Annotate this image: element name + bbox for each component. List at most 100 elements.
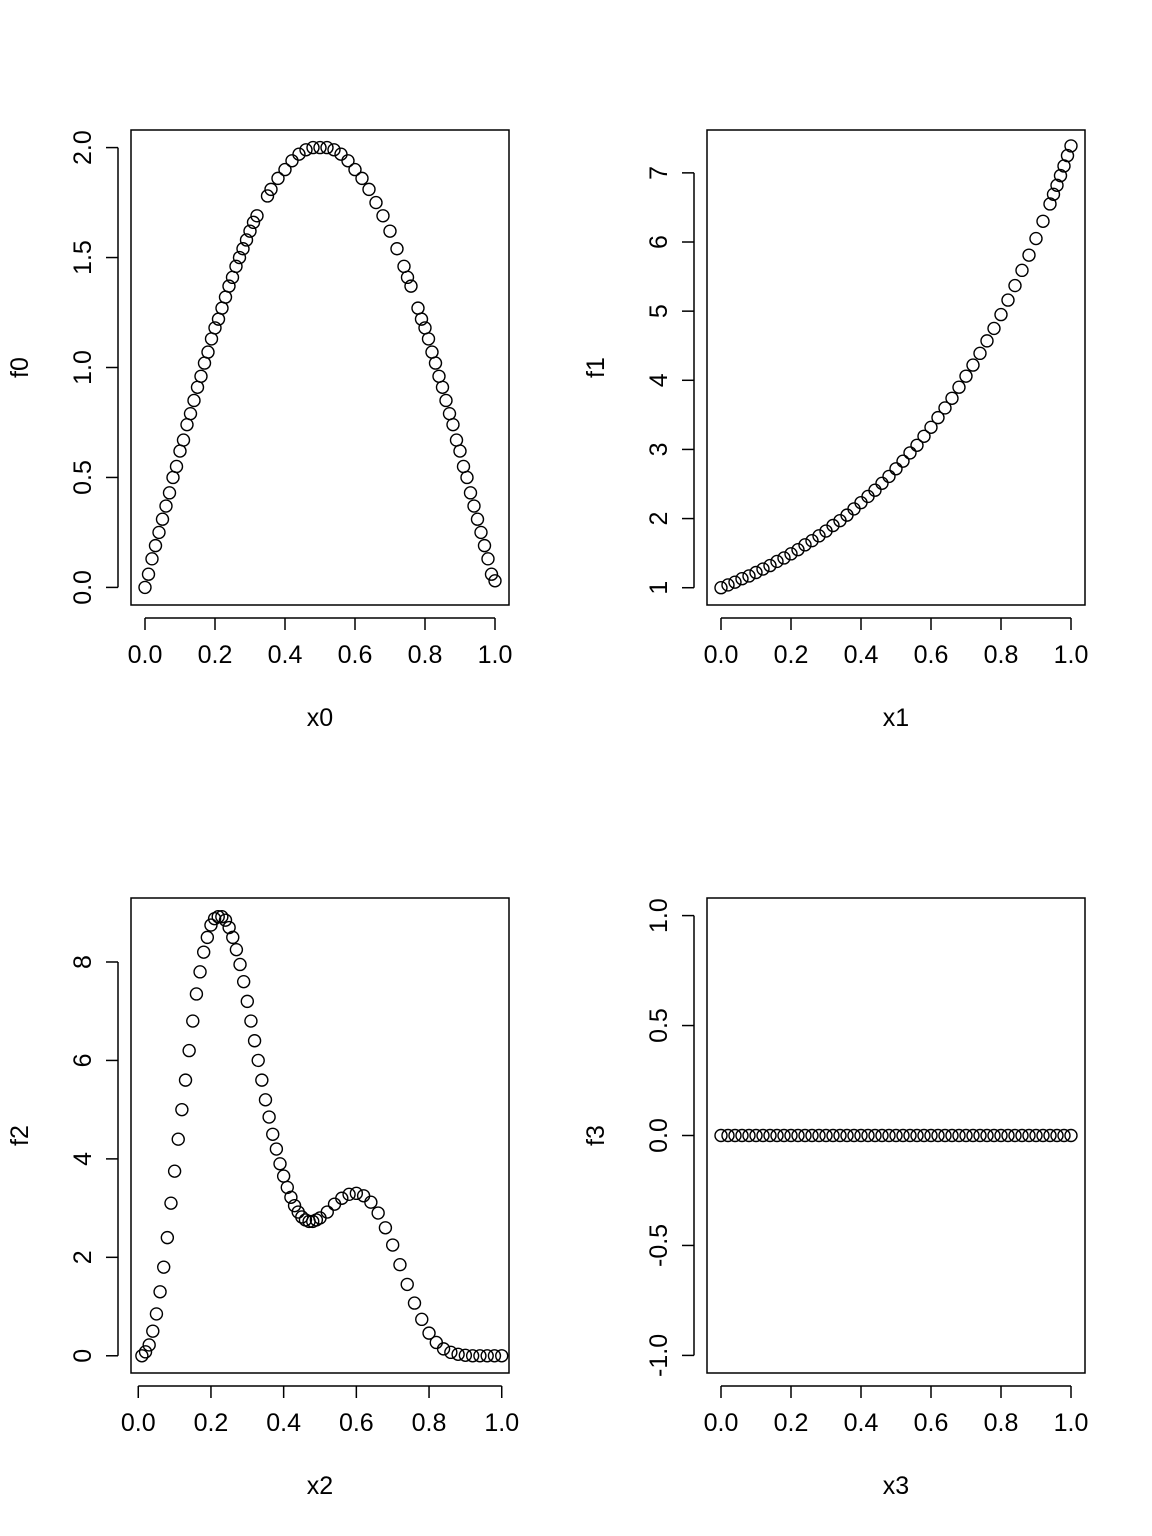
data-point xyxy=(414,312,429,326)
series-points xyxy=(714,139,1078,595)
data-point xyxy=(1022,248,1036,262)
data-point xyxy=(980,334,994,348)
data-point xyxy=(1060,148,1075,163)
data-point xyxy=(875,1128,889,1143)
data-point xyxy=(480,1349,494,1363)
data-point xyxy=(236,242,250,256)
data-point xyxy=(145,552,159,566)
data-point xyxy=(342,1187,356,1202)
data-point xyxy=(385,1238,400,1252)
data-point xyxy=(889,1128,903,1143)
data-point xyxy=(435,380,450,394)
data-point xyxy=(194,369,208,383)
y-tick-label: 5 xyxy=(645,304,673,318)
data-point xyxy=(910,438,924,452)
data-point xyxy=(938,401,952,415)
data-point xyxy=(1001,1128,1015,1143)
data-point xyxy=(1008,278,1022,293)
data-point xyxy=(449,433,464,447)
y-tick-label: 2.0 xyxy=(69,130,97,165)
x-tick-label: 0.6 xyxy=(914,641,949,669)
data-point xyxy=(1043,1128,1057,1143)
data-point xyxy=(226,930,240,945)
data-point xyxy=(243,224,257,238)
y-tick-label: 7 xyxy=(645,166,673,180)
data-point xyxy=(204,332,219,346)
data-point xyxy=(1029,1128,1043,1143)
data-point xyxy=(861,1128,875,1143)
data-point xyxy=(232,250,247,265)
plot-frame xyxy=(706,897,1086,1374)
y-axis-title: f0 xyxy=(6,357,34,378)
x-tick-label: 0.4 xyxy=(266,1409,301,1437)
data-point xyxy=(854,495,868,510)
data-point xyxy=(487,1349,502,1363)
data-point xyxy=(164,1196,178,1210)
data-point xyxy=(826,1128,840,1143)
data-point xyxy=(467,499,481,513)
x-tick-label: 0.8 xyxy=(984,1409,1019,1437)
data-point xyxy=(1064,1128,1078,1143)
data-point xyxy=(421,332,436,346)
data-point xyxy=(141,567,156,581)
data-point xyxy=(1015,263,1029,278)
x-tick-label: 0.4 xyxy=(844,641,879,669)
data-point xyxy=(211,910,225,924)
data-point xyxy=(903,446,917,460)
data-point xyxy=(280,1180,294,1195)
data-point xyxy=(721,1128,735,1143)
data-point xyxy=(770,1128,784,1143)
data-point xyxy=(994,307,1008,322)
data-point xyxy=(183,406,198,421)
data-point xyxy=(994,1128,1008,1143)
data-point xyxy=(155,512,170,526)
data-point xyxy=(355,171,369,186)
data-point xyxy=(258,1093,273,1107)
data-point xyxy=(200,930,215,945)
data-point xyxy=(415,1312,429,1327)
data-point xyxy=(966,358,980,372)
data-point xyxy=(327,143,341,157)
data-point xyxy=(233,957,247,972)
data-point xyxy=(376,209,390,223)
data-point xyxy=(341,154,355,168)
data-point xyxy=(791,542,805,557)
data-point xyxy=(135,1349,149,1363)
data-point xyxy=(251,1053,265,1068)
data-point xyxy=(371,1206,385,1220)
data-point xyxy=(180,417,194,432)
data-point xyxy=(244,1014,258,1028)
data-point xyxy=(378,1221,393,1235)
data-point xyxy=(276,1169,291,1183)
data-point xyxy=(335,1191,349,1205)
data-point xyxy=(284,1190,298,1204)
data-point xyxy=(973,346,987,361)
data-point xyxy=(246,215,261,230)
y-tick-label: 8 xyxy=(69,955,97,969)
data-point xyxy=(176,433,191,447)
data-point xyxy=(349,1186,364,1201)
data-point xyxy=(1057,1128,1071,1143)
y-tick-label: 1 xyxy=(645,581,673,595)
data-point xyxy=(477,538,492,553)
data-point xyxy=(273,1157,287,1171)
data-point xyxy=(1015,1128,1029,1143)
data-point xyxy=(1064,139,1078,153)
data-point xyxy=(215,910,229,924)
data-point xyxy=(218,913,233,927)
data-point xyxy=(404,279,418,293)
x-tick-label: 1.0 xyxy=(1054,641,1089,669)
data-point xyxy=(222,279,236,293)
data-point xyxy=(173,444,187,458)
data-point xyxy=(264,182,278,197)
data-point xyxy=(313,140,327,155)
data-point xyxy=(791,1128,805,1143)
data-point xyxy=(152,525,166,540)
data-point xyxy=(882,1128,896,1143)
y-tick-label: 1.0 xyxy=(645,898,673,933)
x-tick-label: 0.2 xyxy=(774,1409,809,1437)
data-point xyxy=(742,1128,756,1143)
data-point xyxy=(910,1128,924,1143)
x-axis: 0.0 0.2 0.4 0.6 0.8 1.0 xyxy=(121,1385,519,1437)
x-tick-label: 0.8 xyxy=(408,641,443,669)
